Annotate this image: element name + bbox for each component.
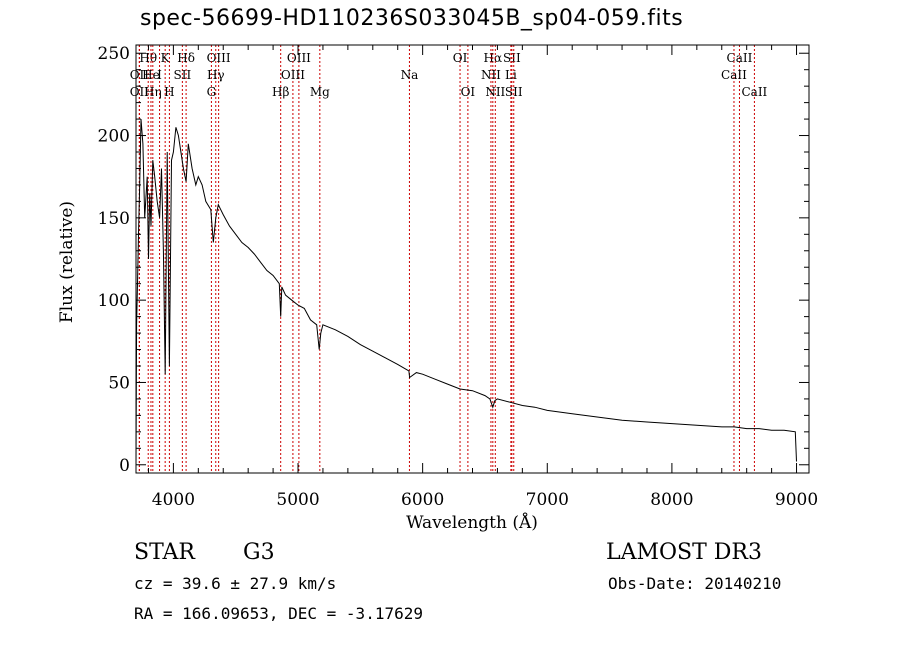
x-tick-label: 8000 xyxy=(650,490,693,510)
marker-label-oiii: OIII xyxy=(281,68,305,82)
axis-ticks: 4000 5000 6000 7000 8000 9000 0 50 100 150 200 250 xyxy=(98,44,819,510)
chart-title: spec-56699-HD110236S033045B_sp04-059.fit… xyxy=(140,6,684,31)
marker-label-sii: SII xyxy=(174,68,192,82)
marker-label-hγ: Hγ xyxy=(207,68,225,82)
marker-label-mg: Mg xyxy=(310,85,330,99)
x-tick-label: 7000 xyxy=(526,490,569,510)
observation-date: Obs-Date: 20140210 xyxy=(608,574,782,593)
marker-label-li: Li xyxy=(505,68,517,82)
marker-label-oii: OII xyxy=(130,85,150,99)
x-tick-label: 5000 xyxy=(276,490,319,510)
y-tick-label: 150 xyxy=(98,209,130,229)
marker-label-g: G xyxy=(207,85,217,99)
y-axis-label: Flux (relative) xyxy=(57,201,77,323)
marker-label-hδ: Hδ xyxy=(177,51,195,65)
x-tick-label: 9000 xyxy=(775,490,818,510)
y-tick-label: 50 xyxy=(108,373,130,393)
x-axis-label: Wavelength (Å) xyxy=(406,512,538,533)
y-tick-label: 100 xyxy=(98,291,130,311)
plot-frame xyxy=(135,44,810,474)
y-tick-label: 200 xyxy=(98,127,130,147)
ra-dec-coordinates: RA = 166.09653, DEC = -3.17629 xyxy=(134,604,423,623)
marker-label-sii: SII xyxy=(505,85,523,99)
marker-label-i: I xyxy=(157,68,162,82)
marker-label-caii: CaII xyxy=(721,68,747,82)
marker-label-nii: NII xyxy=(481,68,501,82)
marker-label-hη: Hη xyxy=(144,85,162,99)
y-tick-label: 250 xyxy=(98,44,130,64)
spectrum-line xyxy=(135,119,797,465)
survey-name: LAMOST DR3 xyxy=(606,540,762,565)
marker-label-oi: OI xyxy=(453,51,468,65)
object-class: STAR xyxy=(134,540,195,565)
marker-label-sii: SII xyxy=(503,51,521,65)
marker-label-caii: CaII xyxy=(741,85,767,99)
marker-label-h: H xyxy=(164,85,174,99)
object-subclass: G3 xyxy=(243,540,275,565)
marker-label-nii: NII xyxy=(485,85,505,99)
marker-label-k: K xyxy=(161,51,171,65)
marker-label-he: He xyxy=(142,68,160,82)
marker-label-oi: OI xyxy=(461,85,476,99)
marker-label-hβ: Hβ xyxy=(272,85,289,99)
x-tick-label: 4000 xyxy=(152,490,195,510)
marker-label-hα: Hα xyxy=(484,51,503,65)
marker-label-oiii: OIII xyxy=(287,51,311,65)
y-tick-label: 0 xyxy=(119,456,130,476)
redshift-cz: cz = 39.6 ± 27.9 km/s xyxy=(134,574,337,593)
marker-label-na: Na xyxy=(401,68,419,82)
marker-label-caii: CaII xyxy=(727,51,753,65)
x-tick-label: 6000 xyxy=(401,490,444,510)
marker-label-oiii: OIII xyxy=(207,51,231,65)
